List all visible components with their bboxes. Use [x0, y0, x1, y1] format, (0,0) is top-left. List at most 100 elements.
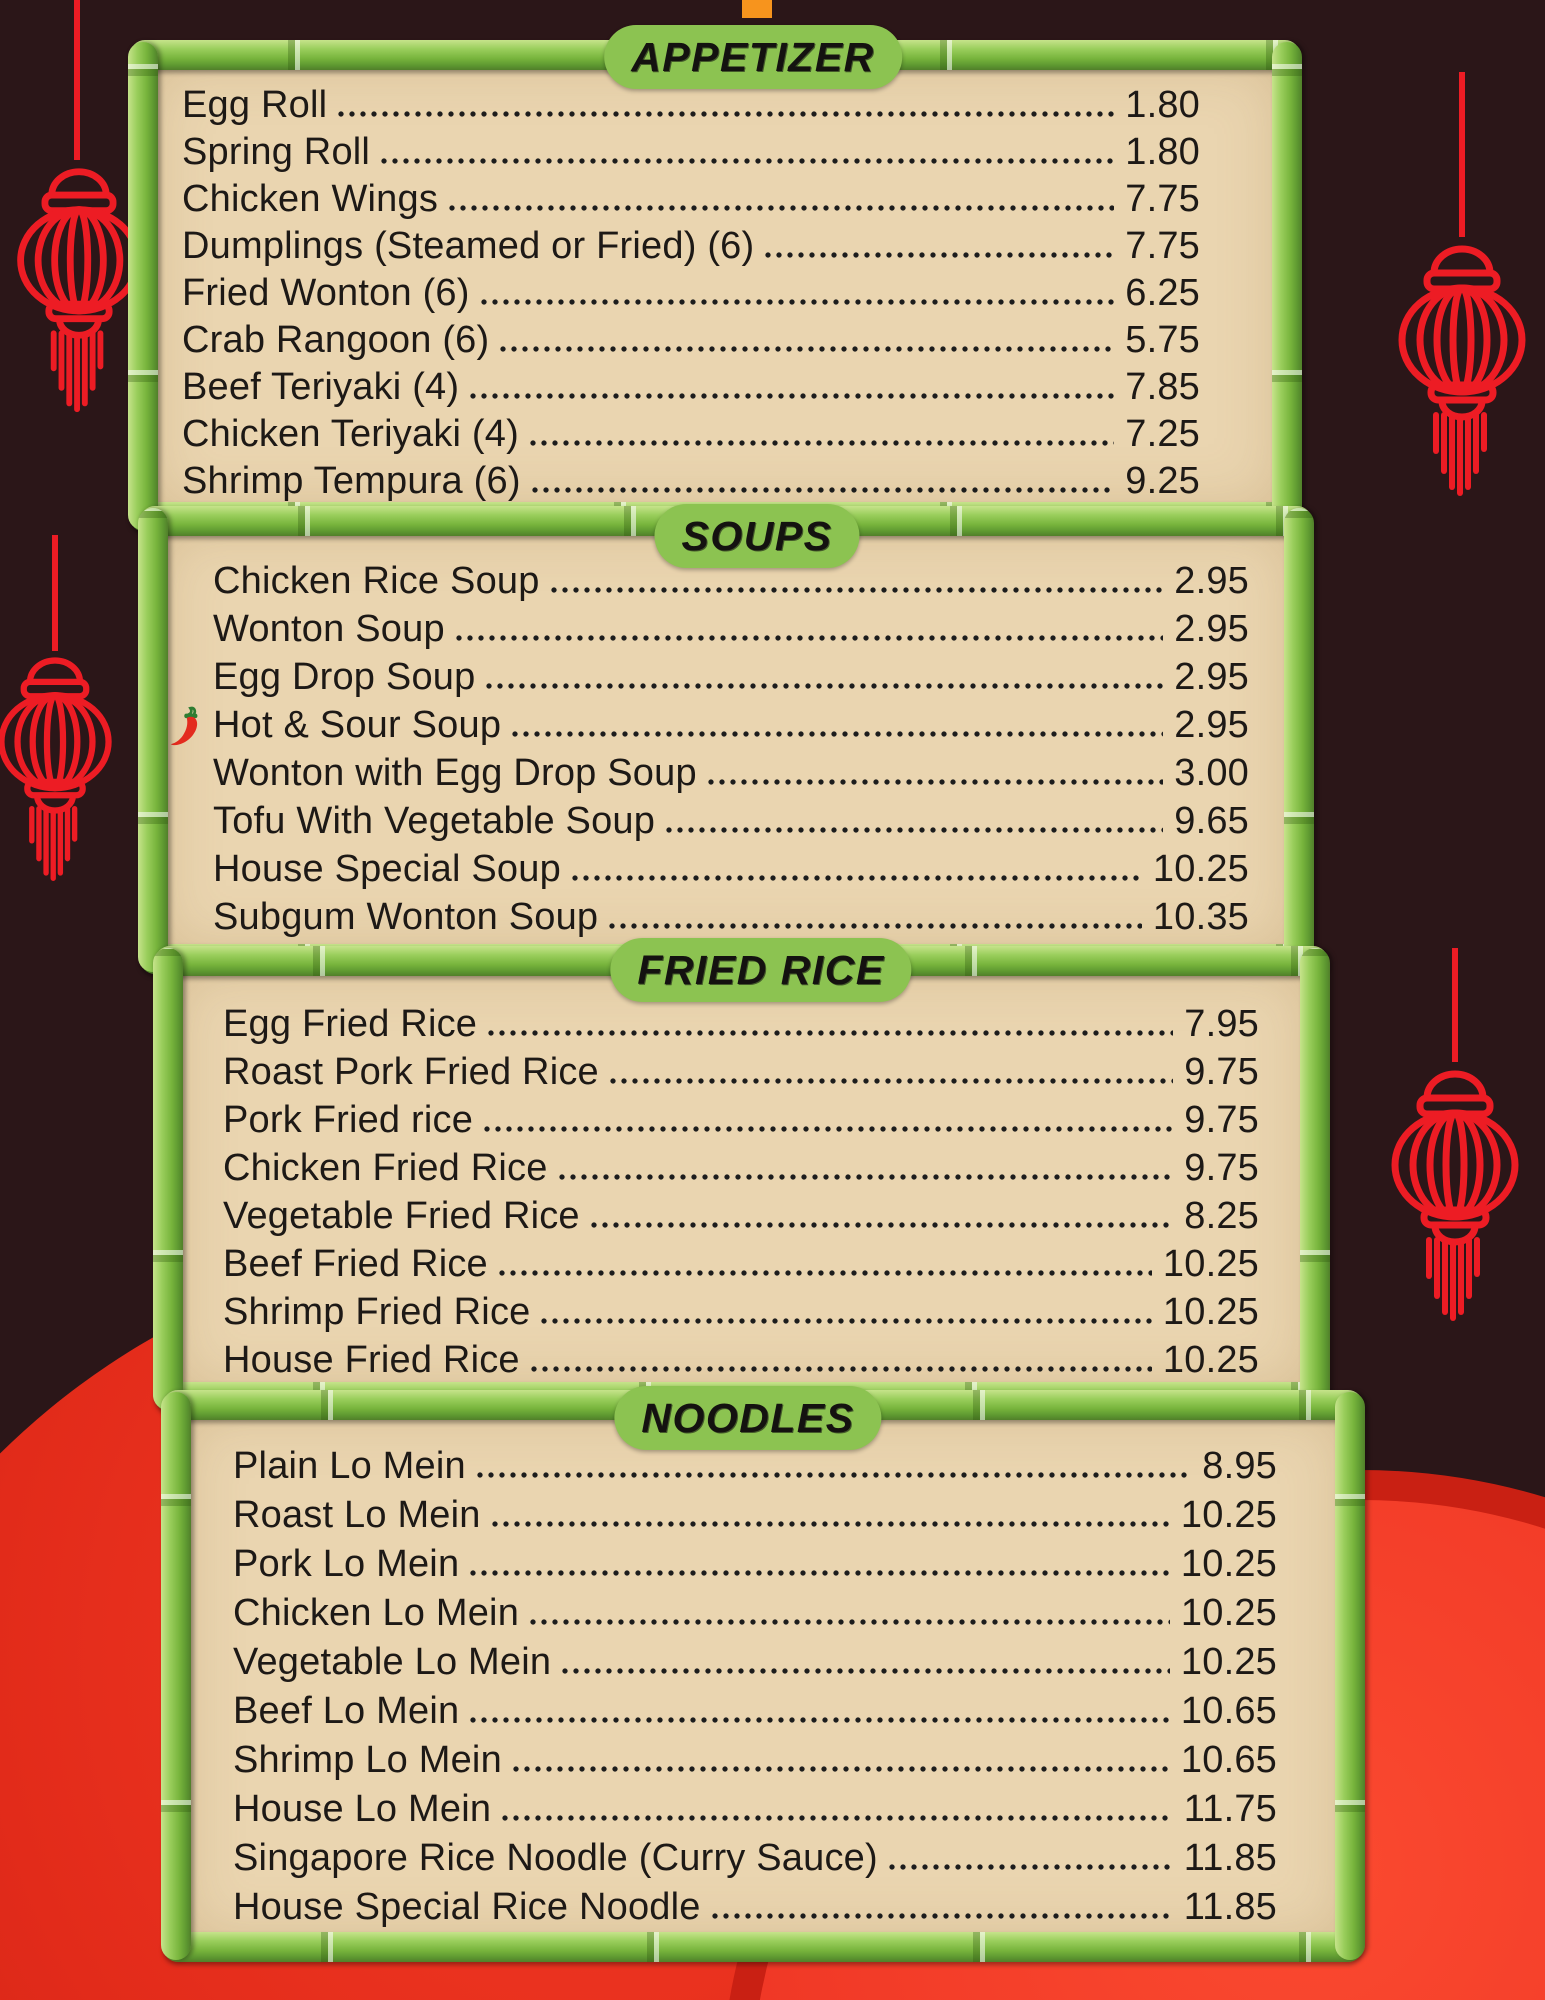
menu-item-row: Pork Fried rice 9.75 — [223, 1099, 1259, 1147]
item-name: Shrimp Lo Mein — [233, 1739, 502, 1781]
item-price: 7.95 — [1184, 1003, 1259, 1045]
dotted-leader — [765, 252, 1115, 258]
menu-section-appetizer: Egg Roll 1.80 Spring Roll 1.80 Chicken Wings… — [128, 40, 1302, 532]
dotted-leader — [666, 827, 1164, 833]
item-name: House Special Soup — [213, 848, 561, 890]
menu-item-row: Shrimp Fried Rice 10.25 — [223, 1291, 1259, 1339]
item-name: Chicken Fried Rice — [223, 1147, 548, 1189]
item-name: Vegetable Lo Mein — [233, 1641, 552, 1683]
section-header-soups: SOUPS — [654, 504, 860, 568]
item-name: Roast Lo Mein — [233, 1494, 481, 1536]
menu-item-row: Hot & Sour Soup 2.95 — [170, 704, 1249, 752]
menu-item-row: Pork Lo Mein 10.25 — [233, 1543, 1277, 1592]
item-name: Singapore Rice Noodle (Curry Sauce) — [233, 1837, 878, 1879]
item-price: 9.25 — [1125, 460, 1200, 502]
item-name: House Fried Rice — [223, 1339, 520, 1381]
section-title: APPETIZER — [631, 33, 875, 80]
lantern-string — [1452, 948, 1458, 1062]
item-name: Subgum Wonton Soup — [213, 896, 599, 938]
item-name: Chicken Teriyaki (4) — [182, 413, 519, 455]
item-price: 2.95 — [1174, 656, 1249, 698]
bamboo-frame-right — [1272, 42, 1302, 530]
item-name: Egg Drop Soup — [213, 656, 476, 698]
dotted-leader — [470, 1717, 1170, 1723]
bamboo-frame-bottom — [163, 1932, 1363, 1962]
menu-item-list: Plain Lo Mein 8.95 Roast Lo Mein 10.25 Pork … — [233, 1445, 1277, 1935]
menu-item-row: Shrimp Tempura (6) 9.25 — [182, 460, 1200, 507]
menu-item-row: Chicken Lo Mein 10.25 — [233, 1592, 1277, 1641]
dotted-leader — [486, 683, 1164, 689]
dotted-leader — [484, 1126, 1174, 1132]
menu-item-row: Chicken Rice Soup 2.95 — [213, 560, 1249, 608]
item-name: House Special Rice Noodle — [233, 1886, 701, 1928]
dotted-leader — [530, 1619, 1170, 1625]
item-name: Egg Fried Rice — [223, 1003, 478, 1045]
item-name: Beef Lo Mein — [233, 1690, 460, 1732]
menu-item-row: Plain Lo Mein 8.95 — [233, 1445, 1277, 1494]
item-name: Chicken Rice Soup — [213, 560, 540, 602]
item-price: 10.25 — [1162, 1339, 1259, 1381]
item-name: Wonton with Egg Drop Soup — [213, 752, 697, 794]
dotted-leader — [609, 923, 1142, 929]
item-price: 9.65 — [1174, 800, 1249, 842]
item-price: 11.85 — [1183, 1886, 1277, 1928]
dotted-leader — [541, 1318, 1152, 1324]
item-name: Chicken Lo Mein — [233, 1592, 520, 1634]
bamboo-frame-left — [161, 1392, 191, 1960]
item-name: Shrimp Tempura (6) — [182, 460, 521, 502]
item-price: 8.25 — [1184, 1195, 1259, 1237]
menu-item-row: Chicken Fried Rice 9.75 — [223, 1147, 1259, 1195]
dotted-leader — [498, 1270, 1152, 1276]
menu-item-row: Fried Wonton (6) 6.25 — [182, 272, 1200, 319]
item-name: Fried Wonton (6) — [182, 272, 470, 314]
menu-item-list: Egg Fried Rice 7.95 Roast Pork Fried Rice 9… — [223, 1003, 1259, 1387]
menu-item-row: Crab Rangoon (6) 5.75 — [182, 319, 1200, 366]
dotted-leader — [529, 440, 1115, 446]
dotted-leader — [500, 346, 1115, 352]
item-price: 10.35 — [1152, 896, 1249, 938]
item-price: 5.75 — [1125, 319, 1200, 361]
item-name: Beef Fried Rice — [223, 1243, 488, 1285]
dotted-leader — [711, 1913, 1173, 1919]
menu-item-row: Wonton Soup 2.95 — [213, 608, 1249, 656]
item-price: 7.75 — [1125, 178, 1200, 220]
dotted-leader — [888, 1864, 1173, 1870]
item-price: 10.25 — [1152, 848, 1249, 890]
bamboo-frame-right — [1300, 948, 1330, 1410]
menu-item-row: Chicken Wings 7.75 — [182, 178, 1200, 225]
item-price: 7.75 — [1125, 225, 1200, 267]
menu-item-row: Spring Roll 1.80 — [182, 131, 1200, 178]
item-price: 2.95 — [1174, 704, 1249, 746]
menu-item-row: Wonton with Egg Drop Soup 3.00 — [213, 752, 1249, 800]
item-name: Pork Lo Mein — [233, 1543, 460, 1585]
item-price: 3.00 — [1174, 752, 1249, 794]
menu-item-row: Beef Lo Mein 10.65 — [233, 1690, 1277, 1739]
item-name: Plain Lo Mein — [233, 1445, 466, 1487]
item-name: Crab Rangoon (6) — [182, 319, 490, 361]
menu-item-row: Singapore Rice Noodle (Curry Sauce) 11.85 — [233, 1837, 1277, 1886]
item-price: 9.75 — [1184, 1051, 1259, 1093]
dotted-leader — [707, 779, 1164, 785]
dotted-leader — [476, 1472, 1192, 1478]
menu-item-row: House Lo Mein 11.75 — [233, 1788, 1277, 1837]
item-price: 10.25 — [1162, 1243, 1259, 1285]
item-price: 9.75 — [1184, 1099, 1259, 1141]
dotted-leader — [455, 635, 1164, 641]
item-name: Pork Fried rice — [223, 1099, 474, 1141]
dotted-leader — [491, 1521, 1170, 1527]
item-name: Wonton Soup — [213, 608, 445, 650]
hanging-lantern-icon — [0, 648, 122, 889]
item-name: Vegetable Fried Rice — [223, 1195, 580, 1237]
dotted-leader — [480, 299, 1115, 305]
menu-item-row: House Fried Rice 10.25 — [223, 1339, 1259, 1387]
dotted-leader — [571, 875, 1142, 881]
item-price: 1.80 — [1125, 131, 1200, 173]
item-price: 7.25 — [1125, 413, 1200, 455]
section-header-noodles: NOODLES — [614, 1386, 882, 1450]
menu-item-list: Chicken Rice Soup 2.95 Wonton Soup 2.95 Egg … — [170, 560, 1249, 944]
menu-item-row: Egg Roll 1.80 — [182, 84, 1200, 131]
menu-item-row: House Special Soup 10.25 — [213, 848, 1249, 896]
dotted-leader — [558, 1174, 1174, 1180]
item-name: Dumplings (Steamed or Fried) (6) — [182, 225, 755, 267]
